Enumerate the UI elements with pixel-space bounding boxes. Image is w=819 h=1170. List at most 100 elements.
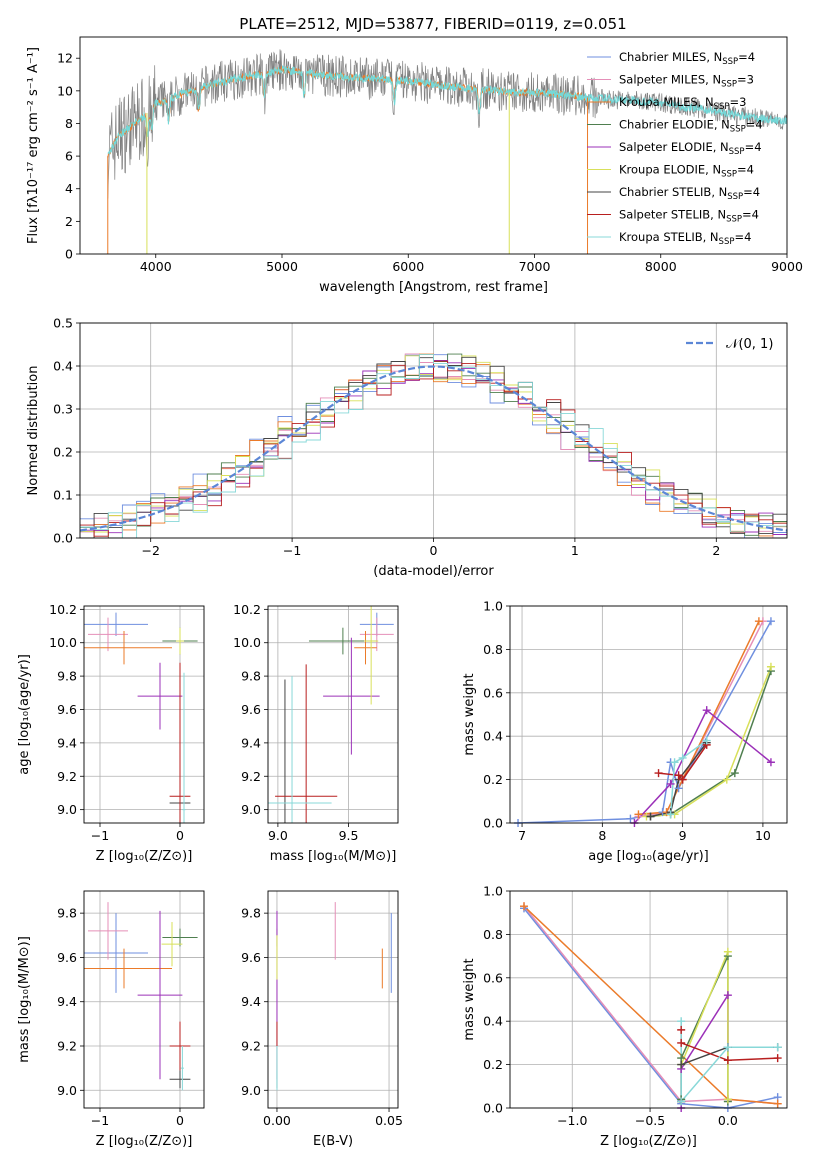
legend-label: Chabrier ELODIE, N (619, 118, 730, 132)
y-tick-label: 6 (65, 149, 73, 164)
series-line-chabrier-miles (523, 907, 778, 1108)
x-tick-label: 0 (430, 543, 438, 558)
data-point (670, 758, 679, 767)
y-tick-label: 9.0 (57, 802, 77, 817)
legend-entry: Salpeter MILES, NSSP=3 (619, 73, 754, 90)
y-tick-label: 9.4 (241, 994, 261, 1009)
series-line-chabrier-miles (517, 620, 772, 823)
y-axis-label: Flux [fλ10⁻¹⁷ erg cm⁻² s⁻¹ A⁻¹] (26, 47, 41, 244)
data-point (634, 810, 643, 819)
y-tick-label: 9.8 (57, 906, 77, 921)
legend-entry: Kroupa STELIB, NSSP=4 (619, 230, 751, 247)
series-line-salpeter-miles (523, 905, 778, 1105)
legend-subscript: SSP (727, 192, 743, 202)
data-point (677, 1097, 686, 1106)
y-tick-label: 10.2 (233, 602, 261, 617)
y-tick-label: 9.2 (241, 769, 261, 784)
x-axis-label: (data-model)/error (373, 564, 494, 579)
legend-subscript: SSP (722, 57, 738, 67)
legend-entry: Salpeter STELIB, NSSP=4 (619, 208, 759, 225)
y-tick-label: 9.8 (241, 669, 261, 684)
series-line-salpeter-elodie (633, 709, 772, 823)
y-tick-label: 10.2 (49, 602, 77, 617)
data-point (677, 1038, 686, 1047)
legend-label: Chabrier MILES, N (619, 50, 722, 64)
legend-tail: =4 (734, 230, 751, 244)
axes-frame (267, 605, 399, 824)
data-point (754, 617, 763, 626)
y-tick-label: 1.0 (483, 884, 503, 899)
y-tick-label: 9.8 (241, 906, 261, 921)
series-line-chabrier-stelib (680, 1046, 778, 1102)
axes-frame (79, 322, 788, 539)
series-line-kroupa-miles (638, 620, 760, 816)
x-tick-label: 9.5 (339, 828, 359, 843)
panel-residuals: −2 −1 0 1 2 0.0 0.1 0.2 0.3 0.4 0.5 (data-model)/er… (26, 316, 788, 579)
panel-age-vs-mass: 9.0 9.5 9.0 9.2 9.4 9.6 9.8 10.0 10.2 mass [log₁₀… (233, 602, 399, 864)
series-line-kroupa-miles (523, 905, 778, 1105)
series-line-kroupa-stelib (680, 1021, 778, 1104)
legend-entry: Kroupa MILES, NSSP=3 (619, 95, 746, 112)
axes-frame (509, 605, 788, 824)
x-tick-label: 9 (679, 828, 687, 843)
series-line-kroupa-elodie (646, 666, 772, 818)
histogram-kroupa-stelib (80, 354, 787, 538)
x-tick-label: 0.05 (375, 1113, 403, 1128)
x-tick-label: 2 (712, 543, 720, 558)
data-point (677, 1025, 686, 1034)
y-tick-label: 9.2 (57, 769, 77, 784)
data-point (766, 758, 775, 767)
y-tick-label: 8 (65, 116, 73, 131)
data-point (666, 779, 675, 788)
panel-weight-vs-age: 7 8 9 10 0.0 0.2 0.4 0.6 0.8 1.0 age [log₁₀(age/yr… (462, 599, 788, 864)
y-tick-label: 1.0 (483, 599, 503, 614)
series-line-chabrier-stelib (650, 742, 708, 818)
legend-tail: =4 (745, 140, 762, 154)
panel-mass-vs-ebv: 0.00 0.05 9.0 9.2 9.4 9.6 9.8 E(B-V) (241, 890, 403, 1149)
data-point (723, 947, 732, 956)
data-point (722, 775, 731, 784)
y-tick-label: 9.2 (57, 1039, 77, 1054)
data-point (773, 1043, 782, 1052)
x-tick-label: 8000 (645, 259, 677, 274)
data-point (702, 736, 711, 745)
x-tick-label: −1 (283, 543, 301, 558)
y-tick-label: 0.4 (53, 359, 73, 374)
y-tick-label: 12 (57, 51, 73, 66)
data-point (730, 769, 739, 778)
y-tick-label: 0.0 (483, 816, 503, 831)
x-tick-label: 0 (176, 828, 184, 843)
data-point (766, 617, 775, 626)
legend-label: Kroupa MILES, N (619, 95, 714, 109)
plot-area (523, 905, 778, 1108)
x-tick-label: 8 (598, 828, 606, 843)
y-tick-label: 0.2 (483, 772, 503, 787)
x-axis-label: wavelength [Angstrom, rest frame] (319, 280, 548, 295)
y-tick-label: 10.0 (49, 635, 77, 650)
legend-tail: =4 (742, 208, 759, 222)
data-point (723, 1095, 732, 1104)
gaussian-curve (80, 365, 787, 532)
y-tick-label: 2 (65, 214, 73, 229)
data-point (677, 1060, 686, 1069)
x-tick-label: 10 (755, 828, 771, 843)
y-tick-label: 9.4 (241, 735, 261, 750)
series-line-salpeter-stelib (658, 744, 708, 781)
plot-area (517, 620, 772, 823)
legend-subscript: SSP (730, 125, 746, 135)
model-spectrum-kroupa-stelib (107, 65, 787, 155)
panel-age-vs-z: −1 0 9.0 9.2 9.4 9.6 9.8 10.0 10.2 Z [log₁₀(Z/Z⊙)… (17, 602, 205, 864)
data-point (654, 769, 663, 778)
y-tick-label: 9.8 (57, 669, 77, 684)
data-point (678, 775, 687, 784)
panel-mass-vs-z: −1 0 9.0 9.2 9.4 9.6 9.8 Z [log₁₀(Z/Z⊙)] mass [l… (17, 890, 205, 1149)
x-tick-label: 9000 (771, 259, 803, 274)
y-tick-label: 0.0 (483, 1101, 503, 1116)
legend-subscript: SSP (721, 170, 737, 180)
panel-weight-vs-z: −1.0 −0.5 0.0 0.0 0.2 0.4 0.6 0.8 1.0 Z [log₁₀(Z/… (462, 884, 788, 1149)
y-tick-label: 9.0 (241, 1083, 261, 1098)
x-tick-label: 7000 (519, 259, 551, 274)
legend-label: Salpeter MILES, N (619, 73, 721, 87)
y-axis-label: mass weight (462, 958, 477, 1040)
data-point (626, 814, 635, 823)
